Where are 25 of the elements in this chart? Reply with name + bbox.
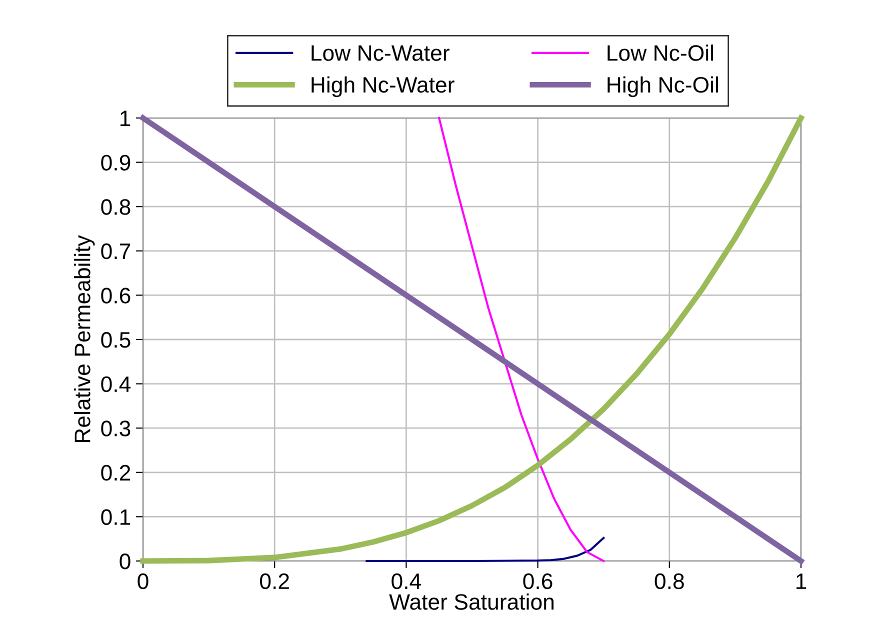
x-axis-title: Water Saturation bbox=[389, 594, 554, 610]
y-tick-label: 0.5 bbox=[101, 332, 130, 348]
y-tick-label: 0.9 bbox=[101, 154, 130, 171]
y-tick-label: 0.1 bbox=[101, 509, 130, 525]
y-tick-label: 0.8 bbox=[101, 199, 130, 215]
x-tick-label: 0 bbox=[138, 573, 148, 590]
x-tick-label: 0.2 bbox=[260, 573, 289, 590]
y-tick-label: 0.4 bbox=[101, 376, 131, 392]
x-tick-label: 1 bbox=[796, 574, 806, 589]
legend-label: High Nc-Oil bbox=[608, 76, 718, 98]
legend-label: Low Nc-Oil bbox=[608, 44, 714, 61]
x-tick-label: 0.8 bbox=[654, 573, 684, 590]
x-tick-label: 0.6 bbox=[523, 573, 552, 590]
y-tick-label: 1 bbox=[120, 110, 130, 126]
legend-label: High Nc-Water bbox=[312, 76, 454, 98]
y-tick-label: 0.2 bbox=[101, 464, 130, 481]
y-tick-label: 0 bbox=[120, 554, 130, 570]
line-series bbox=[366, 536, 605, 562]
y-tick-label: 0.6 bbox=[101, 288, 130, 304]
y-axis-title: Relative Permeability bbox=[74, 235, 95, 442]
line-series bbox=[438, 116, 605, 562]
x-tick-label: 0.4 bbox=[392, 573, 421, 590]
y-tick-label: 0.7 bbox=[101, 243, 130, 260]
y-tick-label: 0.3 bbox=[101, 420, 130, 436]
legend-label: Low Nc-Water bbox=[312, 45, 450, 61]
